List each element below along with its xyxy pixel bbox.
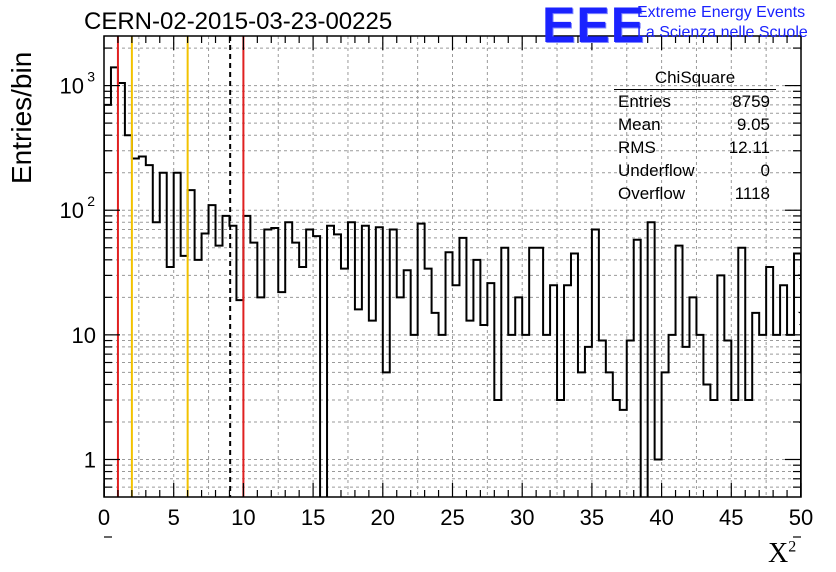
x-tick-label: 10 bbox=[231, 505, 255, 530]
stats-row-underflow: Underflow 0 bbox=[610, 159, 780, 182]
stats-box: ChiSquare Entries 8759 Mean 9.05 RMS 12.… bbox=[610, 68, 780, 205]
stats-label: Overflow bbox=[618, 184, 686, 203]
stats-row-mean: Mean 9.05 bbox=[610, 113, 780, 136]
histogram-series bbox=[104, 66, 801, 497]
logo-subtitle-line1: Extreme Energy Events bbox=[637, 4, 806, 21]
chart-title: CERN-02-2015-03-23-00225 bbox=[84, 8, 393, 35]
y-tick-label-exponent: 2 bbox=[87, 193, 95, 209]
y-tick-label-exponent: 3 bbox=[87, 69, 95, 85]
x-tick-label: 40 bbox=[649, 505, 673, 530]
y-tick-label: 10 bbox=[60, 74, 84, 99]
x-tick-label: 25 bbox=[440, 505, 464, 530]
x-tick-label: 30 bbox=[510, 505, 534, 530]
logo-subtitle-line2: La Scienza nelle Scuole bbox=[637, 24, 808, 41]
x-axis-label-symbol: X bbox=[768, 538, 789, 569]
x-tick-label: 50 bbox=[789, 505, 813, 530]
stats-value: 12.11 bbox=[728, 138, 770, 157]
x-tick-label: 45 bbox=[719, 505, 743, 530]
stats-value: 1118 bbox=[734, 184, 770, 203]
x-axis-label: X2 bbox=[768, 538, 796, 570]
y-tick-label: 10 bbox=[72, 323, 96, 348]
x-tick-label: 0 bbox=[98, 505, 110, 530]
stats-label: RMS bbox=[618, 138, 656, 157]
stats-value: 8759 bbox=[732, 92, 770, 111]
x-tick-label: 15 bbox=[301, 505, 325, 530]
stats-value: 0 bbox=[760, 161, 770, 180]
stats-row-rms: RMS 12.11 bbox=[610, 136, 780, 159]
stats-label: Mean bbox=[618, 115, 661, 134]
x-tick-label: 20 bbox=[371, 505, 395, 530]
y-axis-label: Entries/bin bbox=[6, 51, 37, 184]
eee-logo: EEE bbox=[542, 0, 646, 53]
x-axis-label-exponent: 2 bbox=[788, 538, 797, 556]
stats-title: ChiSquare bbox=[614, 68, 776, 90]
y-tick-label: 1 bbox=[84, 447, 96, 472]
x-tick-label: 35 bbox=[580, 505, 604, 530]
stats-label: Underflow bbox=[618, 161, 695, 180]
x-tick-label: 5 bbox=[168, 505, 180, 530]
y-tick-label: 10 bbox=[60, 198, 84, 223]
stats-value: 9.05 bbox=[736, 115, 770, 134]
stats-row-entries: Entries 8759 bbox=[610, 90, 780, 113]
stats-row-overflow: Overflow 1118 bbox=[610, 182, 780, 205]
stats-label: Entries bbox=[618, 92, 671, 111]
